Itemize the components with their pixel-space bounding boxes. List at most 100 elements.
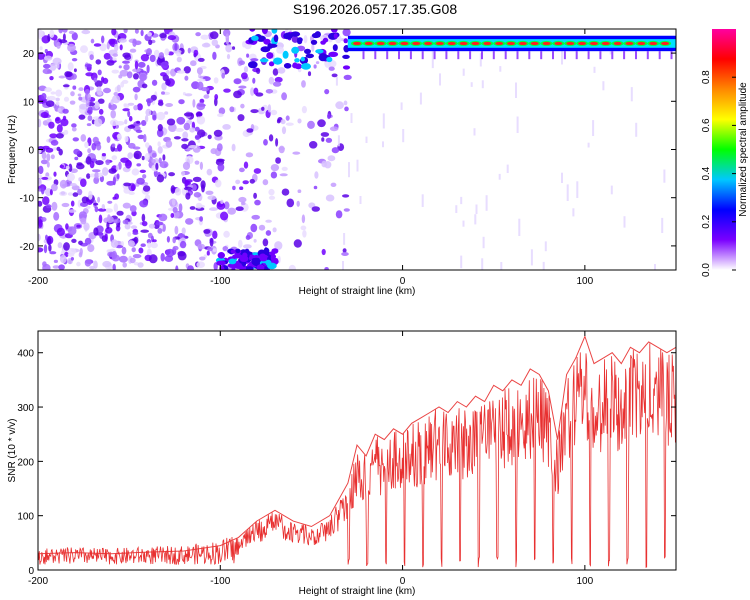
signal-blob-peak	[542, 41, 551, 46]
heat-cell	[342, 29, 351, 37]
heat-cell	[200, 34, 210, 40]
heat-cell	[140, 29, 144, 37]
heat-cell	[179, 240, 187, 249]
heat-cell	[128, 115, 133, 122]
heat-cell	[270, 109, 278, 116]
heat-cell	[199, 98, 205, 104]
signal-blob-peak	[412, 41, 421, 46]
heat-cell	[49, 76, 54, 81]
heat-cell	[281, 92, 287, 101]
heat-cell	[55, 133, 64, 139]
heat-cell	[301, 63, 311, 70]
heat-cell	[68, 163, 73, 172]
heat-cell	[181, 143, 189, 150]
heat-cell	[296, 200, 300, 207]
x-tick-label: 0	[400, 276, 406, 287]
heat-cell	[67, 247, 77, 255]
heat-cell	[77, 188, 83, 196]
heat-cell	[269, 251, 276, 256]
heat-cell	[94, 172, 100, 179]
colorbar-tick-label: 0.8	[701, 70, 712, 84]
heat-cell	[228, 258, 237, 265]
heat-cell	[123, 29, 128, 34]
heat-cell	[223, 201, 230, 210]
heat-cell	[561, 172, 563, 183]
heat-cell	[50, 154, 55, 160]
x-tick-label: 100	[577, 576, 594, 587]
heat-cell	[291, 36, 299, 43]
heat-cell	[176, 70, 186, 74]
heat-cell	[96, 143, 102, 151]
heat-cell	[172, 211, 180, 219]
heat-cell	[270, 164, 280, 172]
heat-cell	[235, 179, 241, 185]
heat-cell	[69, 100, 76, 105]
heat-cell	[268, 195, 276, 200]
signal-dip	[552, 51, 554, 60]
heat-cell	[49, 188, 53, 196]
heat-cell	[120, 157, 129, 163]
heat-cell	[148, 254, 158, 264]
heat-cell	[259, 58, 269, 63]
heat-cell	[181, 171, 186, 176]
heat-cell	[108, 38, 116, 45]
heatmap-cells	[38, 29, 676, 270]
heat-cell	[157, 146, 163, 154]
heat-cell	[38, 165, 44, 175]
heat-cell	[77, 93, 82, 97]
y-tick-label: 10	[23, 97, 35, 108]
heat-cell	[84, 141, 89, 148]
heat-cell	[87, 106, 93, 115]
x-tick-label: -200	[28, 276, 48, 287]
heat-cell	[566, 184, 569, 201]
heat-cell	[43, 63, 51, 69]
signal-dip	[540, 51, 543, 60]
heat-cell	[136, 120, 141, 124]
heat-cell	[332, 44, 338, 52]
heat-cell	[229, 106, 235, 113]
heat-cell	[136, 103, 143, 111]
heat-cell	[212, 51, 217, 60]
heat-cell	[160, 61, 169, 69]
signal-blob-peak	[435, 41, 444, 46]
heat-cell	[221, 72, 225, 79]
heat-cell	[307, 120, 315, 129]
heat-cell	[85, 156, 92, 165]
heat-cell	[331, 147, 340, 154]
heat-cell	[60, 191, 66, 195]
heat-cell	[303, 35, 308, 44]
heat-cell	[155, 162, 159, 171]
heat-cell	[187, 265, 194, 270]
signal-dip	[528, 51, 531, 60]
heat-cell	[273, 57, 283, 65]
heat-cell	[291, 46, 300, 54]
heat-cell	[161, 223, 166, 232]
heat-cell	[165, 79, 171, 86]
heat-cell	[141, 83, 148, 89]
heat-cell	[85, 205, 91, 209]
heat-cell	[93, 43, 102, 47]
heat-cell	[141, 120, 147, 126]
heat-cell	[65, 165, 70, 170]
heat-cell	[238, 239, 243, 248]
heat-cell	[350, 113, 353, 123]
heat-cell	[183, 122, 191, 131]
heat-cell	[242, 252, 248, 259]
heat-cell	[164, 111, 169, 115]
heat-cell	[213, 77, 219, 84]
heat-cell	[174, 43, 178, 51]
heat-cell	[46, 118, 52, 123]
heat-cell	[193, 192, 202, 198]
heat-cell	[183, 66, 191, 74]
heat-cell	[216, 143, 223, 152]
heat-cell	[315, 49, 324, 54]
heat-cell	[106, 216, 114, 224]
heat-cell	[460, 196, 463, 205]
heat-cell	[329, 126, 339, 132]
heat-cell	[164, 255, 174, 262]
heat-cell	[196, 102, 206, 111]
heat-cell	[79, 103, 88, 110]
heat-cell	[222, 246, 229, 252]
heat-cell	[94, 206, 99, 213]
